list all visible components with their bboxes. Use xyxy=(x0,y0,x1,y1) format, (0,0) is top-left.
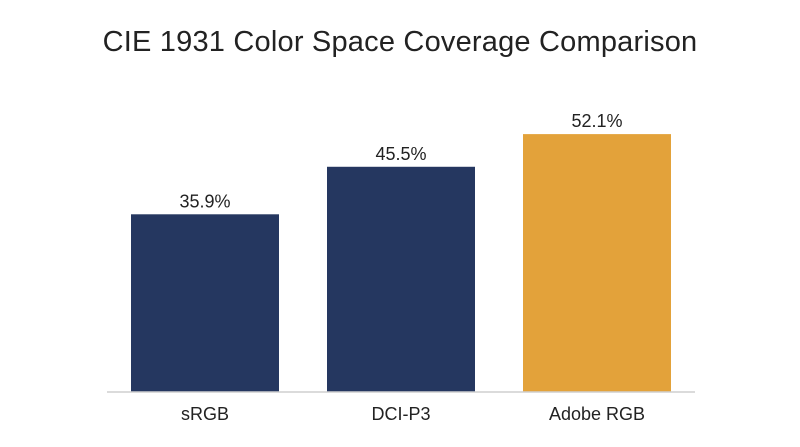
x-tick-label: DCI-P3 xyxy=(371,404,430,424)
bar-srgb xyxy=(131,214,279,392)
data-label: 45.5% xyxy=(375,144,426,164)
bar-dci-p3 xyxy=(327,166,475,392)
chart-title: CIE 1931 Color Space Coverage Comparison xyxy=(102,26,698,58)
bar-adobe-rgb xyxy=(523,134,671,393)
x-tick-label: sRGB xyxy=(181,404,229,424)
x-tick-label: Adobe RGB xyxy=(549,404,645,424)
data-label: 35.9% xyxy=(179,191,230,211)
data-label: 52.1% xyxy=(571,111,622,131)
